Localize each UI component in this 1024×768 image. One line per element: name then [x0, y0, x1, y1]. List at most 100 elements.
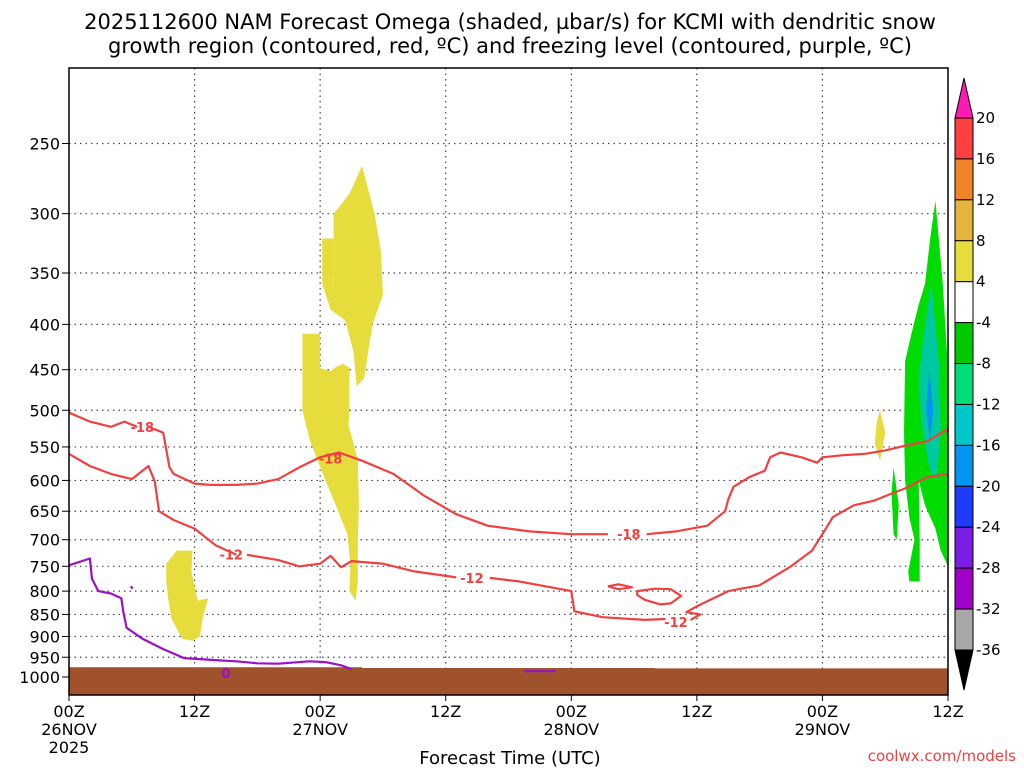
colorbar-label: 16 — [976, 150, 995, 168]
y-tick-label: 450 — [29, 361, 60, 380]
rising-region — [891, 467, 899, 540]
sinking-region — [166, 550, 209, 641]
colorbar-label: -16 — [976, 436, 1001, 454]
contour-label: -12 — [460, 572, 484, 587]
y-tick-label: 1000 — [19, 668, 60, 687]
plot-frame — [68, 67, 949, 696]
colorbar: 20 16 12 8 4 -4 -8 -12 -16 -20 -24 -28 -32 -36 — [954, 77, 1001, 691]
x-tick-label: 26NOV — [41, 720, 97, 739]
dgz-contour — [685, 472, 949, 621]
ground-below-surface — [69, 667, 948, 695]
y-tick-label: 800 — [29, 582, 60, 601]
colorbar-label: -36 — [976, 641, 1001, 659]
chart-title-line1: 2025112600 NAM Forecast Omega (shaded, µ… — [84, 10, 936, 34]
plot-area-background — [69, 68, 948, 695]
y-tick-label: 350 — [29, 264, 60, 283]
colorbar-swatch — [954, 526, 974, 569]
colorbar-label: -28 — [976, 559, 1001, 577]
y-axis-ticks: 250 300 350 400 450 500 550 600 650 700 750 800 850 9… — [19, 135, 69, 687]
dgz-contour — [68, 452, 237, 556]
dgz-contour — [646, 428, 949, 536]
contour-label: -18 — [131, 421, 155, 436]
freezing-level-contours — [68, 557, 556, 673]
colorbar-label: 4 — [976, 273, 986, 291]
x-tick-label: 12Z — [681, 702, 712, 721]
y-tick-label: 300 — [29, 205, 60, 224]
colorbar-top-arrow — [954, 77, 974, 119]
y-tick-label: 750 — [29, 557, 60, 576]
colorbar-swatch — [954, 322, 974, 365]
dgz-contour — [246, 553, 457, 579]
contour-labels: -18 -18 -18 -12 -12 -12 0 — [131, 421, 688, 682]
colorbar-swatch — [954, 363, 974, 405]
dgz-contour — [148, 425, 608, 536]
colorbar-label: 8 — [976, 232, 986, 250]
contour-label: -18 — [319, 453, 343, 468]
colorbar-swatch — [954, 608, 974, 651]
y-tick-label: 600 — [29, 471, 60, 490]
x-tick-label: 00Z — [304, 702, 335, 721]
freezing-contour — [129, 585, 134, 590]
x-tick-label: 2025 — [49, 738, 90, 757]
x-tick-label: 12Z — [430, 702, 461, 721]
x-tick-label: 12Z — [932, 702, 963, 721]
x-axis-label: Forecast Time (UTC) — [419, 748, 600, 768]
colorbar-swatch — [954, 199, 974, 242]
colorbar-label: -32 — [976, 600, 1001, 618]
sinking-region — [874, 410, 886, 461]
dendritic-growth-contours — [68, 411, 949, 622]
colorbar-label: 20 — [976, 109, 995, 127]
contour-label: -18 — [617, 528, 641, 543]
y-tick-label: 650 — [29, 502, 60, 521]
colorbar-label: -24 — [976, 518, 1001, 536]
dgz-contour — [607, 583, 634, 591]
colorbar-swatch — [954, 485, 974, 528]
contour-label: -12 — [664, 616, 688, 631]
colorbar-swatch — [954, 403, 974, 446]
colorbar-swatch — [954, 158, 974, 201]
y-tick-label: 900 — [29, 627, 60, 646]
sinking-region — [302, 333, 359, 601]
y-tick-label: 500 — [29, 401, 60, 420]
colorbar-label: -12 — [976, 395, 1001, 413]
sinking-region — [333, 165, 383, 387]
colorbar-swatch — [954, 240, 974, 283]
x-tick-label: 12Z — [179, 702, 210, 721]
colorbar-swatch — [954, 567, 974, 610]
contour-label: 0 — [221, 667, 230, 682]
x-tick-label: 29NOV — [795, 720, 851, 739]
contour-label: -12 — [219, 548, 243, 563]
y-tick-label: 850 — [29, 605, 60, 624]
y-tick-label: 550 — [29, 438, 60, 457]
colorbar-label: -8 — [976, 355, 991, 373]
y-tick-label: 700 — [29, 531, 60, 550]
grid-lines — [69, 68, 948, 695]
x-tick-label: 00Z — [53, 702, 84, 721]
x-tick-label: 27NOV — [292, 720, 348, 739]
colorbar-label: 12 — [976, 191, 995, 209]
dgz-contour — [636, 587, 683, 606]
freezing-contour — [68, 557, 352, 671]
y-tick-label: 950 — [29, 648, 60, 667]
colorbar-label: -4 — [976, 314, 991, 332]
sinking-omega-shading — [166, 165, 886, 641]
colorbar-swatch — [954, 444, 974, 487]
credit-text: coolwx.com/models — [868, 747, 1016, 765]
colorbar-bottom-arrow — [954, 649, 974, 691]
colorbar-swatch — [954, 281, 974, 324]
rising-region — [926, 369, 934, 440]
x-tick-label: 00Z — [556, 702, 587, 721]
x-tick-label: 28NOV — [543, 720, 599, 739]
y-tick-label: 400 — [29, 315, 60, 334]
dgz-contour — [489, 576, 666, 622]
ground-surface — [69, 667, 948, 695]
dgz-contour — [68, 411, 138, 428]
colorbar-swatch — [954, 117, 974, 160]
colorbar-label: -20 — [976, 477, 1001, 495]
y-tick-label: 250 — [29, 135, 60, 154]
x-tick-label: 00Z — [807, 702, 838, 721]
chart-title-line2: growth region (contoured, red, ºC) and f… — [108, 34, 912, 58]
rising-omega-shading — [891, 200, 948, 582]
